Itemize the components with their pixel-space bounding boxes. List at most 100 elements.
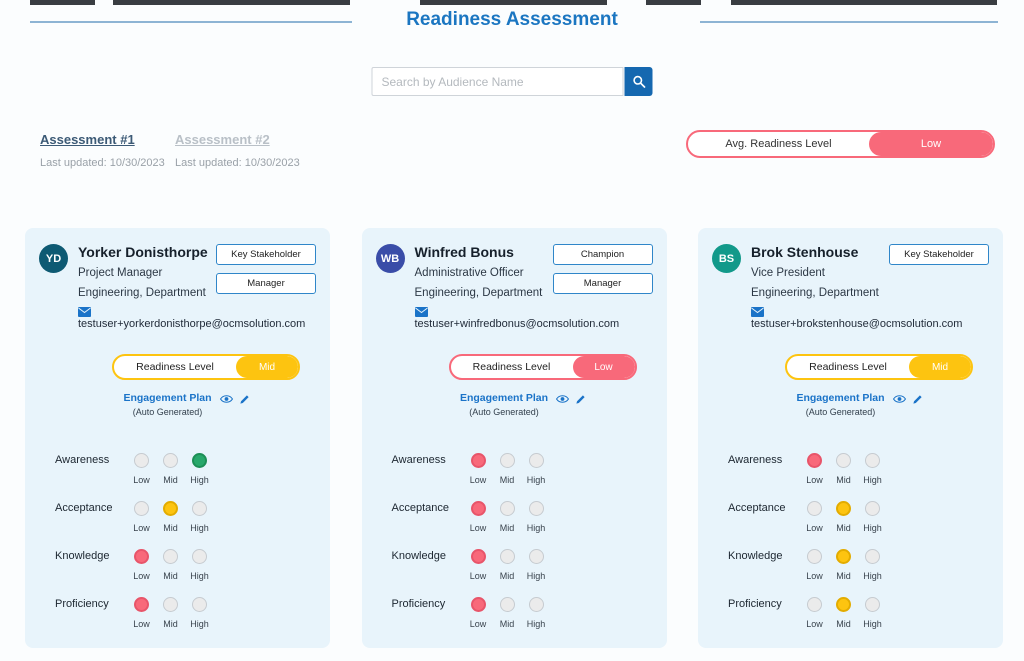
avg-readiness-value: Low xyxy=(869,132,993,156)
rating-level-label: Low xyxy=(133,523,150,533)
rating-level-label: Low xyxy=(806,619,823,629)
rating-radio-high[interactable] xyxy=(528,549,544,564)
audience-role: Administrative Officer xyxy=(414,267,524,279)
rating-radio-low[interactable] xyxy=(470,597,486,612)
rating-level-label: Low xyxy=(806,523,823,533)
audience-name: Yorker Donisthorpe xyxy=(78,244,208,260)
view-icon[interactable] xyxy=(219,394,233,405)
rating-radio-mid[interactable] xyxy=(836,549,851,564)
rating-row: Acceptance Low Mid High xyxy=(376,489,653,537)
rating-level-label: High xyxy=(863,523,882,533)
rating-radio-high[interactable] xyxy=(865,597,880,612)
edit-icon[interactable] xyxy=(575,394,586,405)
rating-category-label: Awareness xyxy=(728,454,783,466)
browser-chrome-fragment xyxy=(731,0,997,5)
avatar: BS xyxy=(712,244,741,273)
rating-radio-mid[interactable] xyxy=(499,501,515,516)
rating-row: Awareness Low Mid High xyxy=(376,441,653,489)
title-divider-left xyxy=(30,21,352,23)
readiness-label: Readiness Level xyxy=(472,361,551,373)
tab-assessment-2: Assessment #2 Last updated: 10/30/2023 xyxy=(175,132,300,169)
rating-radio-low[interactable] xyxy=(134,597,149,612)
engagement-plan-link[interactable]: Engagement Plan xyxy=(459,392,549,404)
rating-radio-mid[interactable] xyxy=(163,453,178,468)
rating-radio-low[interactable] xyxy=(134,501,149,516)
rating-radio-mid[interactable] xyxy=(163,549,178,564)
rating-level-label: High xyxy=(863,475,882,485)
rating-radio-high[interactable] xyxy=(865,453,880,468)
rating-radio-high[interactable] xyxy=(528,597,544,612)
audience-role: Project Manager xyxy=(78,267,163,279)
readiness-pill: Readiness Level Mid xyxy=(785,354,973,380)
rating-radio-mid[interactable] xyxy=(499,597,515,612)
readiness-label: Readiness Level xyxy=(136,361,214,373)
avg-readiness-label: Avg. Readiness Level xyxy=(725,138,832,150)
rating-radio-low[interactable] xyxy=(470,453,486,468)
rating-radio-low[interactable] xyxy=(134,549,149,564)
view-icon[interactable] xyxy=(555,394,570,405)
ratings-grid: Awareness Low Mid High Acceptance Low Mi… xyxy=(376,441,653,633)
rating-radio-mid[interactable] xyxy=(163,597,178,612)
rating-radio-low[interactable] xyxy=(807,549,822,564)
rating-radio-mid[interactable] xyxy=(836,453,851,468)
rating-radio-high[interactable] xyxy=(528,501,544,516)
rating-level-label: High xyxy=(526,571,546,581)
rating-radio-mid[interactable] xyxy=(499,453,515,468)
rating-level-label: Mid xyxy=(499,571,515,581)
email-text: testuser+winfredbonus@ocmsolution.com xyxy=(414,318,620,330)
email-icon xyxy=(78,304,316,317)
ratings-grid: Awareness Low Mid High Acceptance Low Mi… xyxy=(712,441,989,633)
tag-badge: Key Stakeholder xyxy=(216,244,316,265)
audience-department: Engineering, Department xyxy=(414,287,543,299)
view-icon[interactable] xyxy=(892,394,906,405)
edit-icon[interactable] xyxy=(239,394,250,405)
email-icon xyxy=(751,304,989,317)
rating-level-label: Low xyxy=(469,619,487,629)
rating-radio-mid[interactable] xyxy=(836,501,851,516)
title-divider-right xyxy=(700,21,998,23)
rating-radio-high[interactable] xyxy=(192,597,207,612)
avg-readiness-pill: Avg. Readiness Level Low xyxy=(686,130,995,158)
readiness-pill: Readiness Level Low xyxy=(448,354,637,380)
avatar: YD xyxy=(39,244,68,273)
edit-icon[interactable] xyxy=(912,394,923,405)
rating-category-label: Awareness xyxy=(55,454,110,466)
rating-level-label: Mid xyxy=(499,475,515,485)
rating-radio-low[interactable] xyxy=(470,501,486,516)
tab-assessment-1-link[interactable]: Assessment #1 xyxy=(40,132,135,147)
rating-radio-high[interactable] xyxy=(865,549,880,564)
engagement-plan-subtitle: (Auto Generated) xyxy=(805,407,876,417)
search-button[interactable] xyxy=(624,67,653,96)
tab-assessment-2-link[interactable]: Assessment #2 xyxy=(175,132,270,147)
rating-radio-high[interactable] xyxy=(192,453,207,468)
engagement-plan-link[interactable]: Engagement Plan xyxy=(123,392,212,404)
rating-radio-low[interactable] xyxy=(807,453,822,468)
rating-radio-low[interactable] xyxy=(807,501,822,516)
search-input[interactable] xyxy=(371,67,624,96)
rating-level-label: High xyxy=(863,571,882,581)
rating-radio-high[interactable] xyxy=(192,501,207,516)
audience-name: Winfred Bonus xyxy=(414,244,514,260)
rating-category-label: Knowledge xyxy=(391,550,446,562)
rating-radio-high[interactable] xyxy=(528,453,544,468)
rating-radio-mid[interactable] xyxy=(163,501,178,516)
rating-radio-low[interactable] xyxy=(807,597,822,612)
rating-radio-low[interactable] xyxy=(134,453,149,468)
rating-radio-high[interactable] xyxy=(865,501,880,516)
tag-badge: Manager xyxy=(552,273,653,294)
readiness-value: Low xyxy=(572,356,635,378)
rating-level-label: High xyxy=(526,523,546,533)
email-icon xyxy=(414,304,653,317)
audience-name: Brok Stenhouse xyxy=(751,244,859,260)
engagement-plan-link[interactable]: Engagement Plan xyxy=(796,392,885,404)
rating-radio-mid[interactable] xyxy=(836,597,851,612)
rating-radio-low[interactable] xyxy=(470,549,486,564)
rating-level-label: Mid xyxy=(499,619,515,629)
rating-radio-mid[interactable] xyxy=(499,549,515,564)
audience-department: Engineering, Department xyxy=(78,287,206,299)
rating-category-label: Knowledge xyxy=(55,550,110,562)
rating-category-label: Proficiency xyxy=(391,598,446,610)
rating-radio-high[interactable] xyxy=(192,549,207,564)
readiness-pill: Readiness Level Mid xyxy=(112,354,300,380)
email-text: testuser+brokstenhouse@ocmsolution.com xyxy=(751,318,963,330)
